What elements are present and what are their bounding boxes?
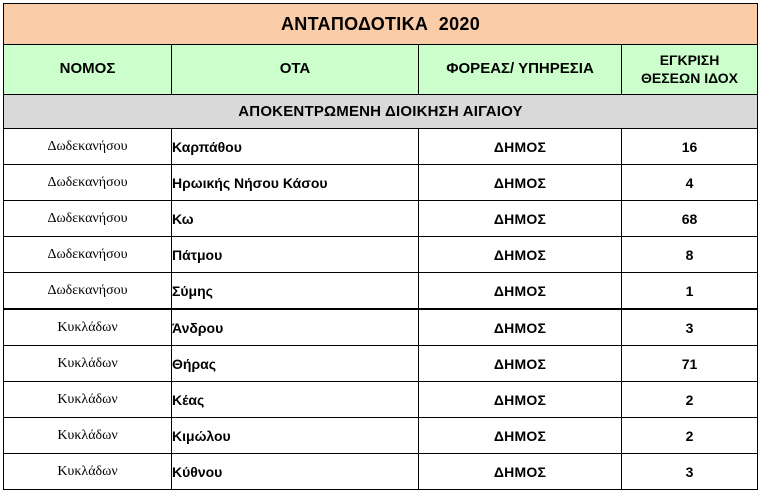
page-title: ΑΝΤΑΠΟΔΟΤΙΚΑ 2020	[2, 3, 759, 45]
cell-nomos: Δωδεκανήσου	[3, 236, 172, 273]
cell-foreas: ΔΗΜΟΣ	[418, 308, 622, 346]
cell-nomos: Κυκλάδων	[3, 381, 172, 418]
cell-foreas: ΔΗΜΟΣ	[418, 128, 622, 165]
cell-foreas: ΔΗΜΟΣ	[418, 200, 622, 237]
column-header-ota: ΟΤΑ	[171, 44, 419, 95]
cell-ota: Κύθνου	[171, 453, 419, 490]
cell-foreas: ΔΗΜΟΣ	[418, 345, 622, 382]
table-row[interactable]: Κυκλάδων Άνδρου ΔΗΜΟΣ 3	[3, 308, 759, 346]
cell-nomos: Δωδεκανήσου	[3, 128, 172, 165]
column-header-foreas-ypiresia: ΦΟΡΕΑΣ/ ΥΠΗΡΕΣΙΑ	[418, 44, 622, 95]
table-row[interactable]: Κυκλάδων Κύθνου ΔΗΜΟΣ 3	[3, 453, 759, 490]
cell-ota: Σύμης	[171, 272, 419, 310]
column-header-row: ΝΟΜΟΣ ΟΤΑ ΦΟΡΕΑΣ/ ΥΠΗΡΕΣΙΑ ΕΓΚΡΙΣΗ ΘΕΣΕΩ…	[3, 44, 759, 95]
cell-foreas: ΔΗΜΟΣ	[418, 164, 622, 201]
column-header-egkrisi-theseon-idox: ΕΓΚΡΙΣΗ ΘΕΣΕΩΝ ΙΔΟΧ	[620, 44, 759, 95]
cell-egkrisi-theseon: 16	[620, 128, 759, 165]
cell-egkrisi-theseon: 71	[620, 345, 759, 382]
cell-foreas: ΔΗΜΟΣ	[418, 236, 622, 273]
table-body: ΑΝΤΑΠΟΔΟΤΙΚΑ 2020 ΝΟΜΟΣ ΟΤΑ ΦΟΡΕΑΣ/ ΥΠΗΡ…	[2, 3, 759, 490]
cell-nomos: Δωδεκανήσου	[3, 200, 172, 237]
section-header-label: ΑΠΟΚΕΝΤΡΩΜΕΝΗ ΔΙΟΙΚΗΣΗ ΑΙΓΑΙΟΥ	[2, 94, 759, 129]
ανταποδοτικα-2020-table: ΑΝΤΑΠΟΔΟΤΙΚΑ 2020 ΝΟΜΟΣ ΟΤΑ ΦΟΡΕΑΣ/ ΥΠΗΡ…	[2, 3, 759, 490]
section-header-row: ΑΠΟΚΕΝΤΡΩΜΕΝΗ ΔΙΟΙΚΗΣΗ ΑΙΓΑΙΟΥ	[2, 94, 759, 129]
table-row[interactable]: Δωδεκανήσου Καρπάθου ΔΗΜΟΣ 16	[3, 128, 759, 165]
cell-ota: Θήρας	[171, 345, 419, 382]
table-row[interactable]: Δωδεκανήσου Σύμης ΔΗΜΟΣ 1	[3, 272, 759, 310]
cell-ota: Κω	[171, 200, 419, 237]
cell-foreas: ΔΗΜΟΣ	[418, 381, 622, 418]
cell-ota: Κιμώλου	[171, 417, 419, 454]
cell-nomos: Κυκλάδων	[3, 453, 172, 490]
cell-egkrisi-theseon: 2	[620, 417, 759, 454]
column-header-egkrisi-line1: ΕΓΚΡΙΣΗ	[659, 52, 720, 68]
table-row[interactable]: Κυκλάδων Κέας ΔΗΜΟΣ 2	[3, 381, 759, 418]
cell-nomos: Κυκλάδων	[3, 417, 172, 454]
table-row[interactable]: Δωδεκανήσου Ηρωικής Νήσου Κάσου ΔΗΜΟΣ 4	[3, 164, 759, 201]
table-row[interactable]: Δωδεκανήσου Κω ΔΗΜΟΣ 68	[3, 200, 759, 237]
cell-egkrisi-theseon: 68	[620, 200, 759, 237]
cell-egkrisi-theseon: 3	[620, 453, 759, 490]
cell-foreas: ΔΗΜΟΣ	[418, 272, 622, 310]
table-row[interactable]: Κυκλάδων Θήρας ΔΗΜΟΣ 71	[3, 345, 759, 382]
cell-foreas: ΔΗΜΟΣ	[418, 453, 622, 490]
cell-ota: Καρπάθου	[171, 128, 419, 165]
cell-ota: Ηρωικής Νήσου Κάσου	[171, 164, 419, 201]
column-header-egkrisi-line2: ΘΕΣΕΩΝ ΙΔΟΧ	[641, 69, 738, 86]
table-row[interactable]: Κυκλάδων Κιμώλου ΔΗΜΟΣ 2	[3, 417, 759, 454]
cell-foreas: ΔΗΜΟΣ	[418, 417, 622, 454]
cell-egkrisi-theseon: 3	[620, 308, 759, 346]
cell-egkrisi-theseon: 8	[620, 236, 759, 273]
cell-nomos: Κυκλάδων	[3, 345, 172, 382]
cell-nomos: Δωδεκανήσου	[3, 272, 172, 310]
column-header-nomos: ΝΟΜΟΣ	[3, 44, 172, 95]
cell-nomos: Κυκλάδων	[3, 308, 172, 346]
table-title-row: ΑΝΤΑΠΟΔΟΤΙΚΑ 2020	[2, 3, 759, 45]
cell-ota: Κέας	[171, 381, 419, 418]
cell-egkrisi-theseon: 2	[620, 381, 759, 418]
table-row[interactable]: Δωδεκανήσου Πάτμου ΔΗΜΟΣ 8	[3, 236, 759, 273]
cell-ota: Πάτμου	[171, 236, 419, 273]
cell-egkrisi-theseon: 4	[620, 164, 759, 201]
cell-nomos: Δωδεκανήσου	[3, 164, 172, 201]
cell-ota: Άνδρου	[171, 308, 419, 346]
cell-egkrisi-theseon: 1	[620, 272, 759, 310]
